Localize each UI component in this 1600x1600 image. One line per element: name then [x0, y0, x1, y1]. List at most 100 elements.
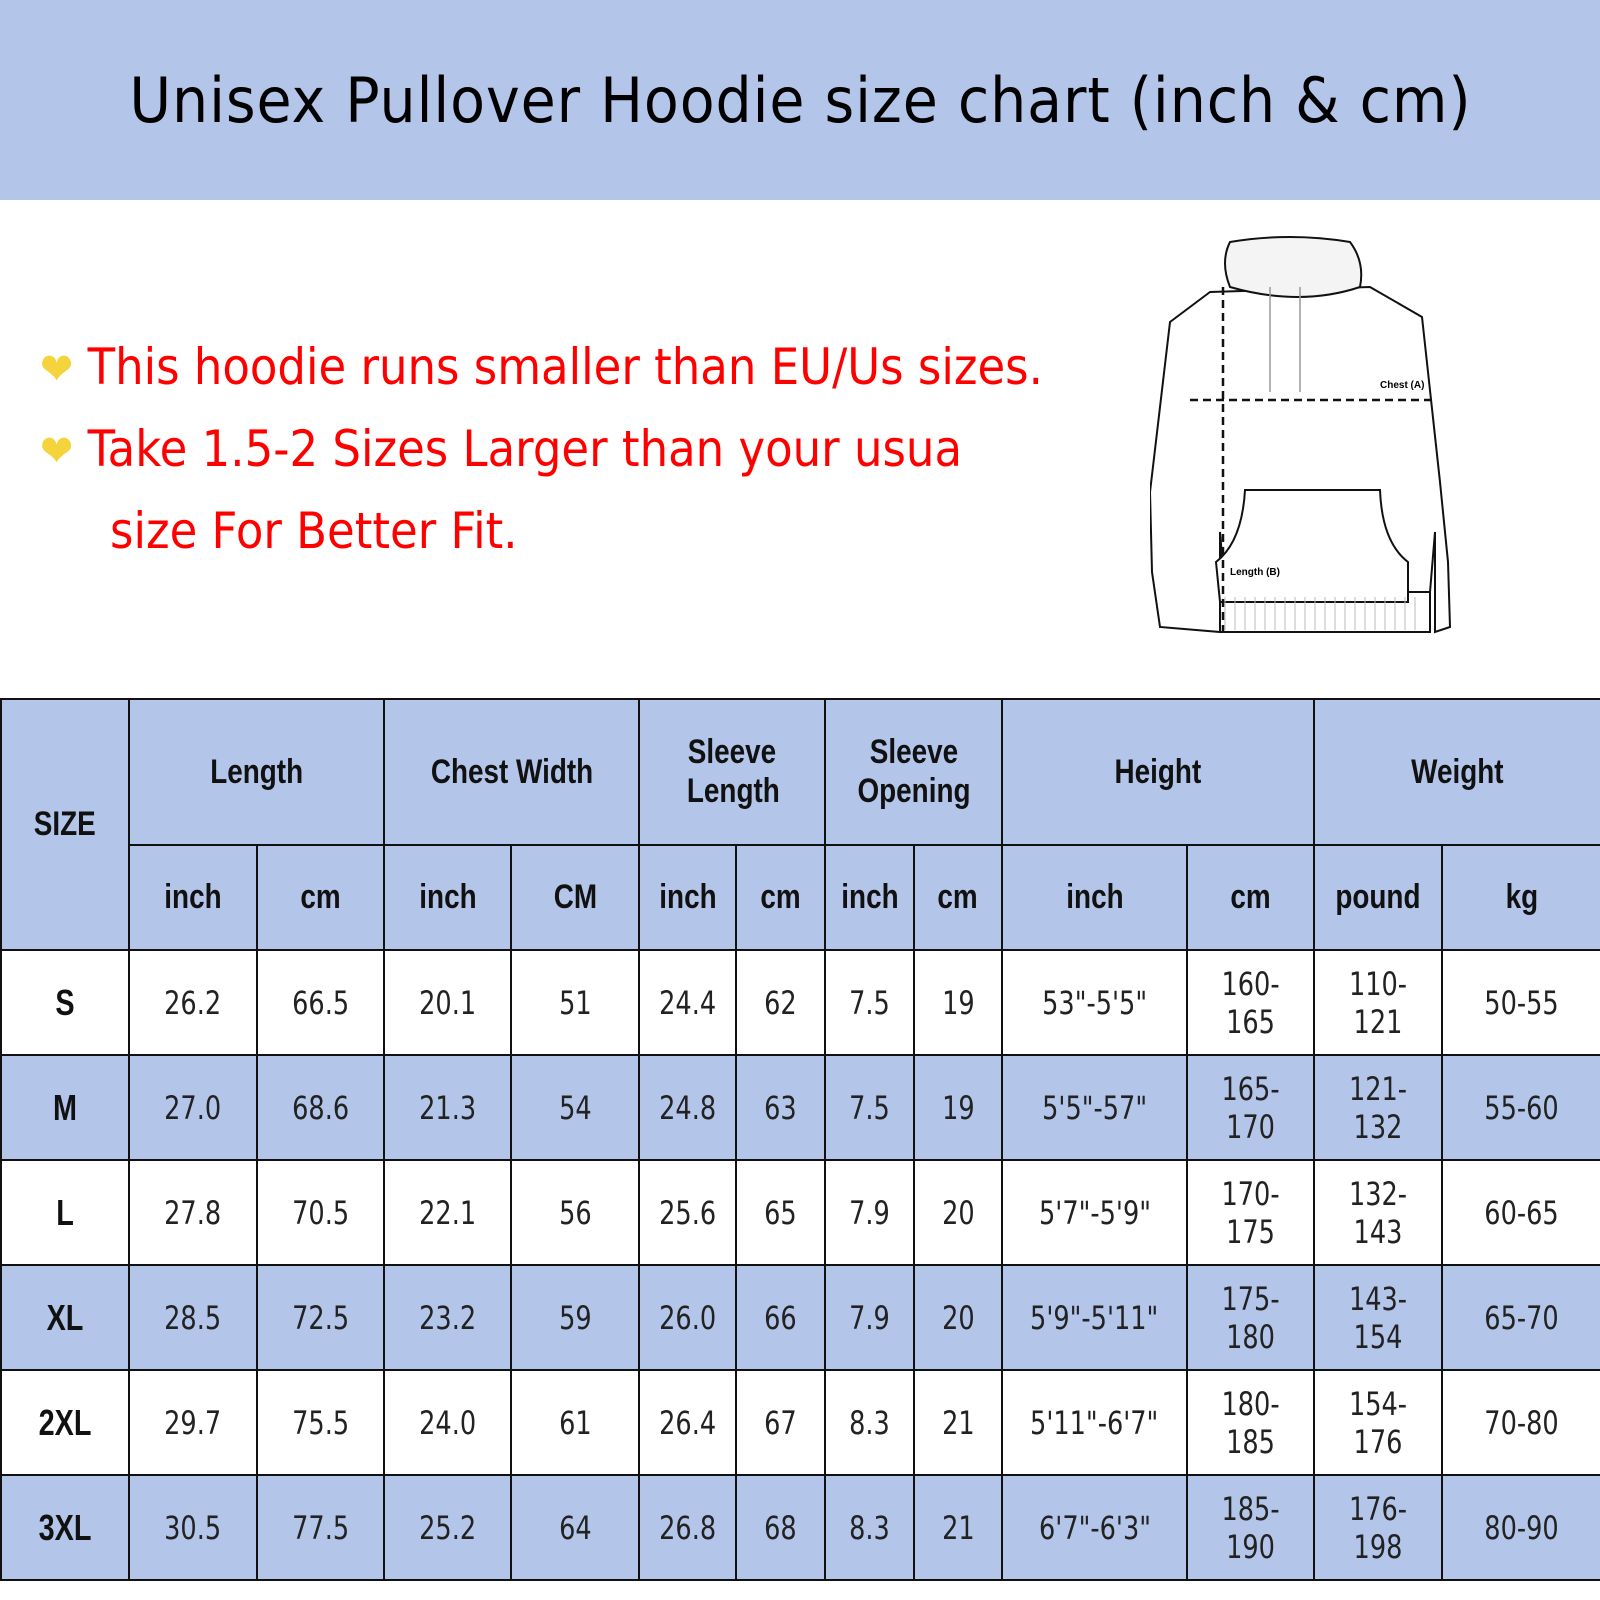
value-cell: 160-165: [1186, 949, 1316, 1056]
value-cell: 7.5: [824, 949, 916, 1056]
value-cell: 24.4: [638, 949, 738, 1056]
value-cell: 28.5: [128, 1264, 258, 1371]
value-cell: 24.8: [638, 1054, 738, 1161]
value-cell: 59: [509, 1264, 641, 1371]
value-cell: 26.4: [638, 1369, 738, 1476]
value-cell: 26.2: [128, 949, 258, 1056]
table-row: L 27.8 70.5 22.1 56 25.6 65 7.9 20 5'7"-5'9" 170-1…: [0, 1159, 1600, 1266]
yellow-heart-icon: ❤: [40, 426, 74, 477]
group-header: Sleeve Length: [638, 698, 827, 846]
value-cell: 68.6: [256, 1054, 385, 1161]
group-header: Weight: [1313, 698, 1600, 846]
unit-header: kg: [1441, 844, 1600, 951]
size-cell: 2XL: [0, 1369, 130, 1476]
value-cell: 185-190: [1186, 1474, 1316, 1581]
value-cell: 68: [735, 1474, 827, 1581]
value-cell: 7.9: [824, 1159, 916, 1266]
value-cell: 5'11"-6'7": [1001, 1369, 1189, 1476]
value-cell: 8.3: [824, 1369, 916, 1476]
size-cell: L: [0, 1159, 130, 1266]
unit-header: CM: [509, 844, 641, 951]
yellow-heart-icon: ❤: [40, 344, 74, 395]
value-cell: 65-70: [1441, 1264, 1600, 1371]
value-cell: 53"-5'5": [1001, 949, 1189, 1056]
value-cell: 20: [913, 1264, 1004, 1371]
value-cell: 7.9: [824, 1264, 916, 1371]
value-cell: 21: [913, 1474, 1004, 1581]
table-row: 2XL 29.7 75.5 24.0 61 26.4 67 8.3 21 5'11"-6'7" 18…: [0, 1369, 1600, 1476]
value-cell: 55-60: [1441, 1054, 1600, 1161]
value-cell: 6'7"-6'3": [1001, 1474, 1189, 1581]
value-cell: 21.3: [383, 1054, 512, 1161]
title-banner: Unisex Pullover Hoodie size chart (inch …: [0, 0, 1600, 200]
value-cell: 170-175: [1186, 1159, 1316, 1266]
value-cell: 25.6: [638, 1159, 738, 1266]
table-row: XL 28.5 72.5 23.2 59 26.0 66 7.9 20 5'9"-5'11" 175…: [0, 1264, 1600, 1371]
unit-header: cm: [913, 844, 1004, 951]
note-2: ❤ Take 1.5-2 Sizes Larger than your usua: [40, 420, 962, 478]
value-cell: 30.5: [128, 1474, 258, 1581]
unit-header: inch: [1001, 844, 1189, 951]
group-header: Sleeve Opening: [824, 698, 1004, 846]
value-cell: 24.0: [383, 1369, 512, 1476]
value-cell: 67: [735, 1369, 827, 1476]
value-cell: 27.0: [128, 1054, 258, 1161]
value-cell: 54: [509, 1054, 641, 1161]
size-cell: S: [0, 949, 130, 1056]
value-cell: 62: [735, 949, 827, 1056]
value-cell: 22.1: [383, 1159, 512, 1266]
value-cell: 63: [735, 1054, 827, 1161]
value-cell: 7.5: [824, 1054, 916, 1161]
value-cell: 180-185: [1186, 1369, 1316, 1476]
note-text: This hoodie runs smaller than EU/Us size…: [87, 338, 1043, 396]
unit-header: inch: [824, 844, 916, 951]
value-cell: 60-65: [1441, 1159, 1600, 1266]
unit-header: cm: [256, 844, 385, 951]
value-cell: 51: [509, 949, 641, 1056]
value-cell: 5'5"-57": [1001, 1054, 1189, 1161]
unit-header: cm: [1186, 844, 1316, 951]
unit-header: pound: [1313, 844, 1444, 951]
value-cell: 20.1: [383, 949, 512, 1056]
value-cell: 50-55: [1441, 949, 1600, 1056]
chest-label: Chest (A): [1380, 380, 1424, 391]
value-cell: 25.2: [383, 1474, 512, 1581]
note-1: ❤ This hoodie runs smaller than EU/Us siz…: [40, 338, 1043, 396]
size-chart-table: SIZE Length Chest Width Sleeve Length Sl…: [0, 698, 1600, 1581]
value-cell: 143-154: [1313, 1264, 1444, 1371]
value-cell: 175-180: [1186, 1264, 1316, 1371]
value-cell: 110-121: [1313, 949, 1444, 1056]
value-cell: 5'7"-5'9": [1001, 1159, 1189, 1266]
table-row: M 27.0 68.6 21.3 54 24.8 63 7.5 19 5'5"-57" 165-17…: [0, 1054, 1600, 1161]
page-title: Unisex Pullover Hoodie size chart (inch …: [128, 63, 1472, 137]
value-cell: 21: [913, 1369, 1004, 1476]
value-cell: 26.0: [638, 1264, 738, 1371]
value-cell: 56: [509, 1159, 641, 1266]
value-cell: 27.8: [128, 1159, 258, 1266]
table-row: S 26.2 66.5 20.1 51 24.4 62 7.5 19 53"-5'5" 160-16…: [0, 949, 1600, 1056]
hoodie-diagram: Chest (A) Length (B): [1150, 236, 1452, 637]
note-2-continuation: size For Better Fit.: [110, 502, 518, 560]
group-header: Length: [128, 698, 385, 846]
value-cell: 61: [509, 1369, 641, 1476]
value-cell: 66: [735, 1264, 827, 1371]
unit-header: inch: [128, 844, 258, 951]
value-cell: 132-143: [1313, 1159, 1444, 1266]
value-cell: 64: [509, 1474, 641, 1581]
length-label: Length (B): [1230, 567, 1280, 578]
value-cell: 154-176: [1313, 1369, 1444, 1476]
value-cell: 26.8: [638, 1474, 738, 1581]
value-cell: 72.5: [256, 1264, 385, 1371]
value-cell: 80-90: [1441, 1474, 1600, 1581]
value-cell: 23.2: [383, 1264, 512, 1371]
group-header: Height: [1001, 698, 1316, 846]
unit-header: cm: [735, 844, 827, 951]
value-cell: 8.3: [824, 1474, 916, 1581]
value-cell: 77.5: [256, 1474, 385, 1581]
size-cell: 3XL: [0, 1474, 130, 1581]
size-header: SIZE: [0, 698, 130, 951]
group-header: Chest Width: [382, 698, 641, 846]
value-cell: 20: [913, 1159, 1004, 1266]
unit-header: inch: [383, 844, 512, 951]
note-text: Take 1.5-2 Sizes Larger than your usua: [87, 420, 963, 478]
